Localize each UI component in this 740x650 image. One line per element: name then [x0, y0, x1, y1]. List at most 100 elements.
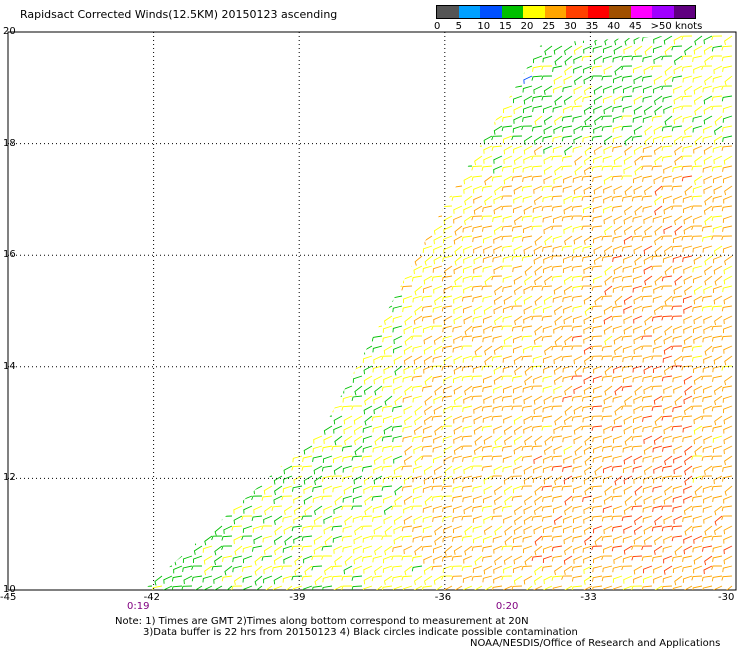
- wind-barb: [674, 215, 683, 226]
- wind-barb: [162, 525, 173, 533]
- wind-barb: [193, 585, 203, 590]
- wind-barb: [313, 465, 323, 475]
- wind-barb: [693, 85, 703, 95]
- wind-barb: [491, 585, 503, 590]
- wind-barb: [353, 275, 363, 285]
- wind-barb: [723, 555, 733, 565]
- wind-barb: [201, 385, 213, 391]
- wind-barb: [341, 295, 353, 301]
- wind-barb: [343, 345, 353, 354]
- wind-barb: [15, 546, 22, 555]
- wind-barb: [173, 565, 183, 574]
- wind-barb: [112, 206, 122, 211]
- wind-barb: [401, 575, 413, 581]
- wind-barb: [342, 285, 353, 293]
- wind-barb: [462, 355, 473, 363]
- wind-barb: [463, 555, 473, 564]
- wind-barb: [25, 276, 32, 285]
- wind-barb: [204, 35, 213, 46]
- wind-barb: [23, 56, 32, 63]
- wind-barb: [262, 475, 273, 482]
- wind-barb: [681, 415, 693, 421]
- wind-barb: [312, 485, 323, 492]
- wind-barb: [503, 155, 513, 164]
- wind-barb: [171, 575, 183, 582]
- wind-barb: [94, 136, 102, 144]
- wind-barb: [211, 535, 223, 541]
- wind-barb: [703, 35, 713, 45]
- wind-barb: [583, 235, 593, 245]
- wind-barb: [683, 375, 693, 385]
- wind-barb: [45, 336, 52, 345]
- wind-barb: [351, 165, 363, 171]
- wind-barb: [93, 76, 102, 82]
- wind-barb: [482, 415, 493, 423]
- wind-barb: [702, 335, 713, 343]
- wind-barb: [462, 495, 473, 503]
- wind-barb: [663, 385, 673, 394]
- wind-barb: [33, 436, 42, 442]
- wind-barb: [681, 155, 693, 161]
- wind-barb: [34, 486, 42, 495]
- wind-barb: [594, 535, 603, 546]
- wind-barb: [471, 275, 483, 281]
- wind-barb: [584, 535, 593, 546]
- wind-barb: [563, 565, 573, 575]
- wind-barb: [622, 445, 633, 453]
- wind-barb: [263, 275, 273, 285]
- wind-barb: [203, 395, 213, 405]
- wind-barb: [502, 85, 513, 93]
- wind-barb: [22, 96, 32, 101]
- wind-barb: [683, 505, 693, 515]
- wind-barb: [231, 95, 243, 101]
- wind-barb: [443, 115, 453, 125]
- wind-barb: [453, 525, 463, 534]
- wind-barb: [213, 245, 223, 254]
- wind-barb: [454, 275, 463, 286]
- wind-barb: [214, 455, 223, 466]
- wind-barb: [163, 205, 173, 215]
- wind-barb: [433, 335, 443, 345]
- wind-barb: [431, 495, 443, 502]
- wind-barb: [263, 575, 273, 584]
- wind-barb: [603, 435, 613, 444]
- wind-barb: [704, 75, 713, 86]
- wind-barb: [483, 485, 493, 495]
- wind-barb: [161, 135, 173, 141]
- wind-barb: [171, 55, 183, 61]
- wind-barb: [482, 205, 493, 212]
- wind-barb: [183, 95, 193, 104]
- wind-barb: [401, 255, 413, 262]
- wind-barb: [124, 326, 132, 334]
- wind-barb: [392, 545, 403, 552]
- wind-barb: [134, 256, 142, 265]
- wind-barb: [54, 36, 62, 44]
- wind-barb: [534, 145, 543, 156]
- wind-barb: [3, 416, 12, 422]
- wind-barb: [622, 375, 633, 383]
- wind-barb: [551, 255, 563, 260]
- wind-barb: [684, 45, 693, 56]
- wind-barb: [232, 485, 243, 493]
- wind-barb: [643, 215, 653, 224]
- wind-barb: [293, 85, 303, 94]
- wind-barb: [601, 255, 613, 262]
- wind-barb: [423, 335, 433, 345]
- map-frame: [7, 31, 737, 591]
- wind-barb: [524, 365, 533, 376]
- wind-barb: [403, 345, 413, 355]
- wind-barb: [501, 205, 513, 211]
- wind-barb: [711, 325, 723, 331]
- wind-barb: [492, 335, 503, 343]
- wind-barb: [254, 265, 263, 276]
- wind-barb: [684, 475, 693, 486]
- wind-barb: [75, 116, 82, 125]
- wind-barb: [632, 265, 643, 273]
- wind-barb: [143, 105, 153, 115]
- wind-barb: [3, 326, 12, 332]
- wind-barb: [593, 145, 603, 155]
- wind-barb: [431, 165, 443, 171]
- wind-barb: [634, 205, 643, 216]
- wind-barb: [534, 235, 543, 246]
- wind-barb: [174, 535, 183, 546]
